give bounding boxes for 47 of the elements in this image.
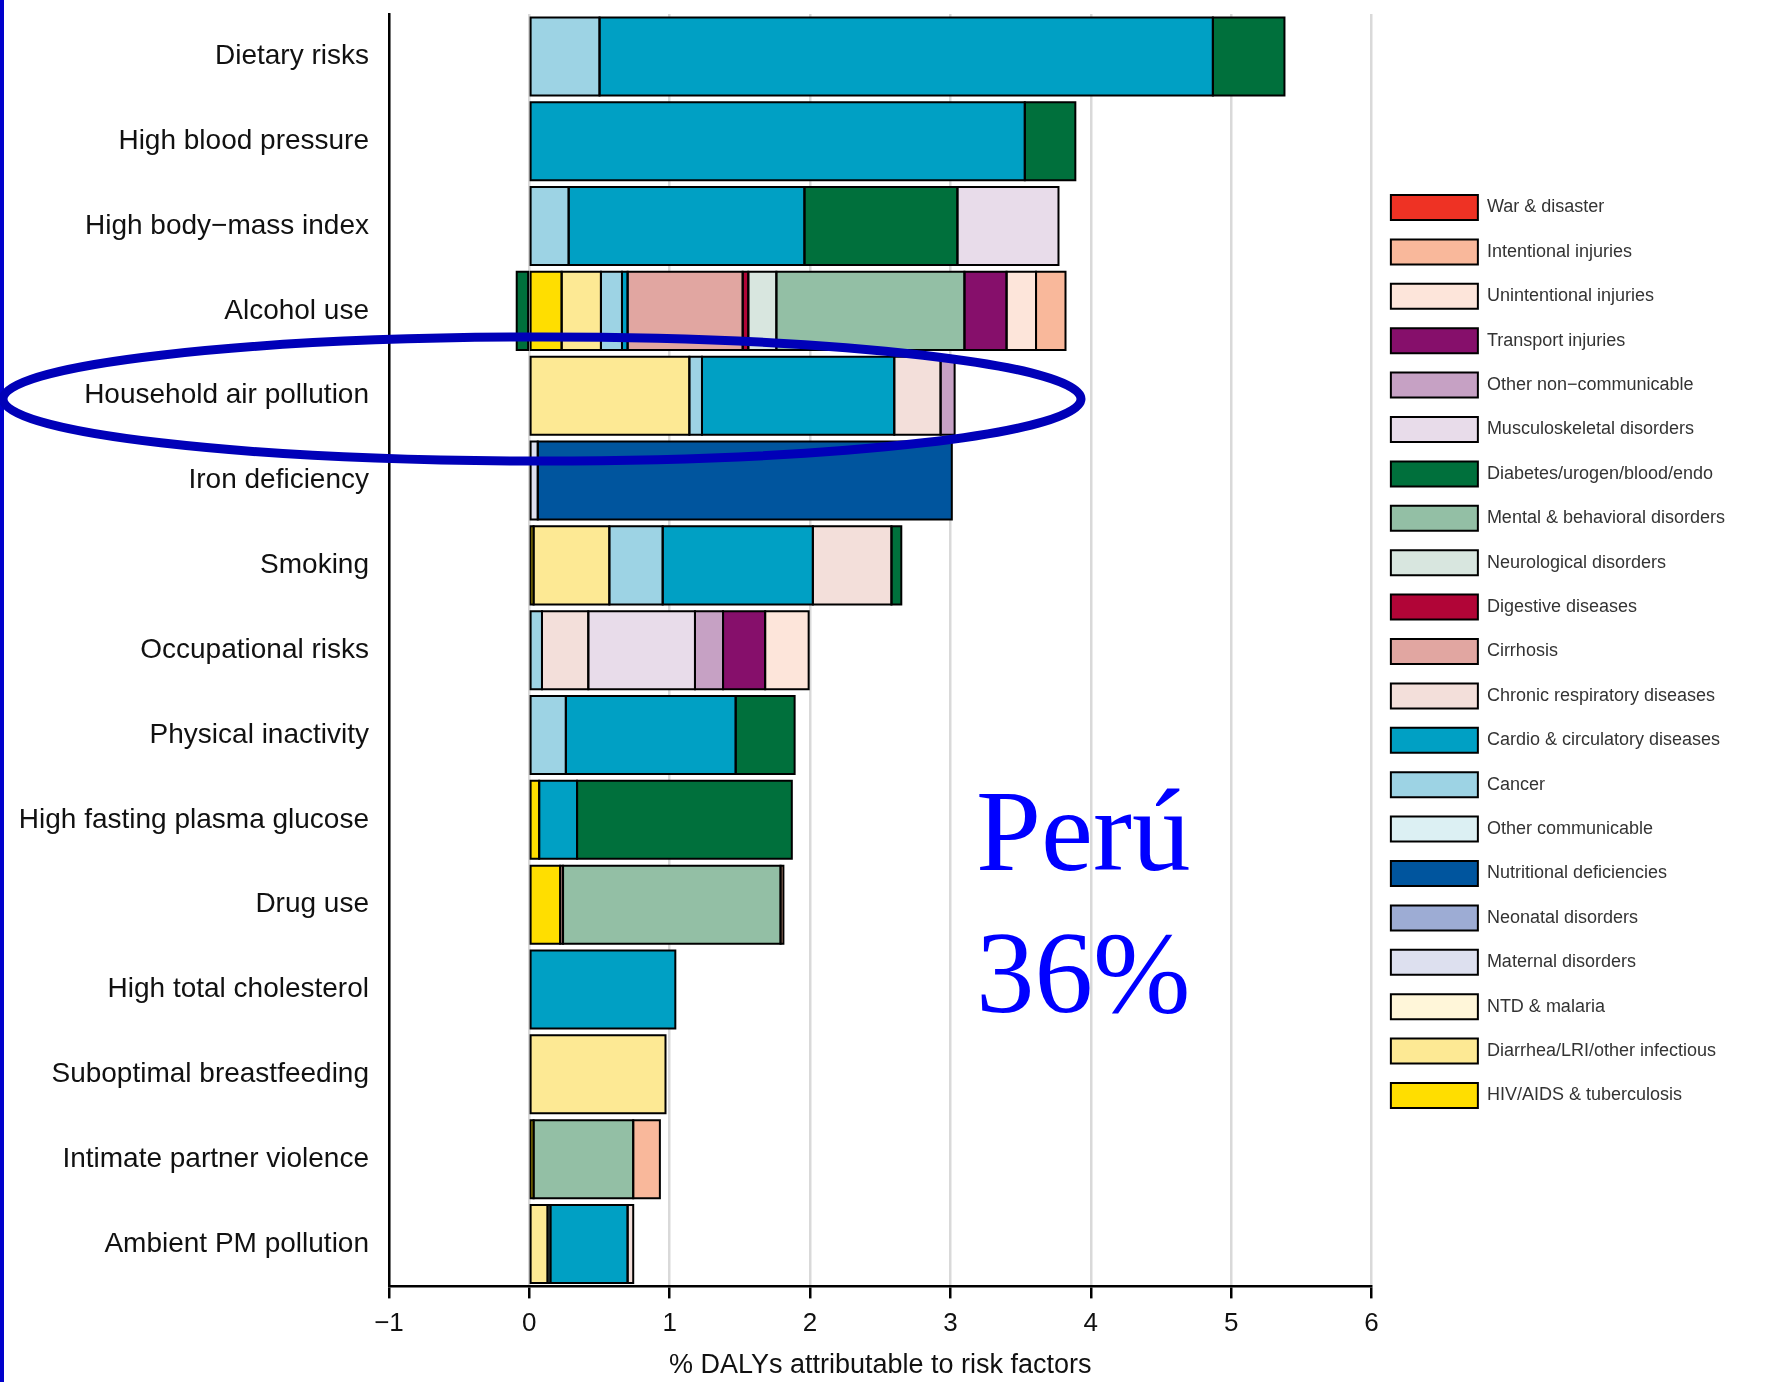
x-tick-label: 2 [802,1307,818,1338]
x-tick-label: 0 [522,1307,537,1338]
x-axis-title: % DALYs attributable to risk factors [668,1349,1092,1380]
legend-label: Mental & behavioral disorders [1486,507,1725,528]
legend-label: Neurological disorders [1486,551,1666,572]
y-tick-label: High fasting plasma glucose [18,802,369,834]
y-tick-label: Occupational risks [140,632,369,664]
legend-label: Cirrhosis [1486,640,1558,661]
x-tick-label: 5 [1223,1307,1239,1338]
legend-label: Diarrhea/LRI/other infectious [1486,1040,1716,1061]
legend-label: Digestive diseases [1486,596,1637,617]
legend-label: Cancer [1486,773,1545,794]
y-tick-label: High blood pressure [118,123,369,155]
annotation: Perú [976,765,1191,897]
legend-label: Other non−communicable [1486,374,1694,395]
legend-label: Cardio & circulatory diseases [1486,729,1720,750]
legend-label: Chronic respiratory diseases [1486,684,1715,705]
legend-label: HIV/AIDS & tuberculosis [1486,1084,1682,1105]
y-tick-label: Drug use [255,887,369,919]
legend-label: War & disaster [1486,196,1605,217]
legend-label: Musculoskeletal disorders [1486,418,1694,439]
y-tick-label: Suboptimal breastfeeding [51,1057,369,1089]
legend-label: Transport injuries [1486,329,1626,350]
legend-label: Other communicable [1486,818,1653,839]
legend-label: NTD & malaria [1486,995,1606,1016]
x-tick-label: 4 [1083,1307,1098,1338]
y-tick-label: High total cholesterol [107,972,369,1004]
x-tick-label: −1 [374,1307,404,1338]
y-tick-label: Iron deficiency [188,463,369,495]
x-tick-label: 3 [943,1307,958,1338]
legend-label: Maternal disorders [1486,951,1636,972]
x-tick-label: 6 [1364,1307,1379,1338]
legend-label: Intentional injuries [1486,240,1632,261]
annotation: 36% [976,907,1191,1039]
y-tick-label: High body−mass index [84,208,369,240]
x-tick-label: 1 [662,1307,677,1338]
y-tick-label: Household air pollution [84,378,369,410]
y-tick-label: Physical inactivity [149,717,369,749]
y-tick-label: Smoking [260,548,369,580]
legend-label: Nutritional deficiencies [1486,862,1667,883]
y-tick-label: Alcohol use [224,293,369,325]
y-tick-label: Intimate partner violence [62,1141,369,1173]
y-tick-label: Dietary risks [214,39,369,71]
y-tick-label: Ambient PM pollution [104,1226,369,1258]
legend-label: Diabetes/urogen/blood/endo [1486,462,1714,483]
legend-label: Unintentional injuries [1486,285,1654,306]
legend-label: Neonatal disorders [1486,906,1638,927]
